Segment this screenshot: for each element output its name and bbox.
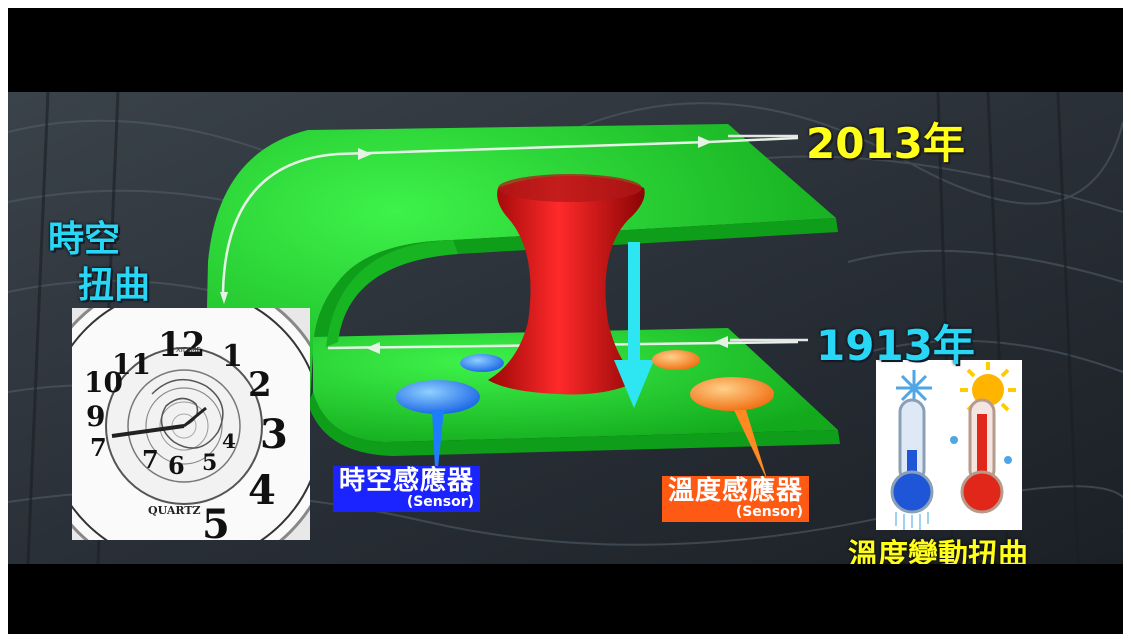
svg-text:2: 2: [248, 365, 272, 405]
lower-plate-edge: [308, 392, 840, 456]
year-1913-label: 1913年: [816, 321, 975, 370]
hot-thermometer-icon: [950, 398, 1012, 514]
path-arrowhead: [220, 292, 228, 304]
snowflake-icon: [896, 370, 932, 406]
svg-text:6: 6: [168, 451, 185, 480]
svg-text:12: 12: [158, 325, 205, 365]
sun-icon: [960, 362, 1016, 418]
svg-text:3: 3: [260, 411, 288, 458]
svg-text:10: 10: [84, 366, 123, 399]
temperature-change-distortion-label: 溫度變動扭曲: [848, 538, 1028, 564]
spacetime-sensor-label-main: 時空感應器: [339, 466, 475, 496]
svg-text:QUARTZ: QUARTZ: [148, 504, 201, 517]
temperature-sensor-label: 溫度感應器 (Sensor): [662, 476, 810, 522]
svg-text:7: 7: [90, 433, 107, 462]
svg-text:4: 4: [222, 429, 236, 453]
spacetime-distortion-line1: 時空: [48, 219, 121, 260]
temperature-sensor: [690, 377, 774, 411]
thermometers-image: [876, 360, 1022, 530]
svg-text:7: 7: [142, 445, 159, 474]
spacetime-distortion-line2: 扭曲: [78, 265, 151, 306]
spiral-clock-image: 12 1 2 3 4 5 11 10 9 7 7 6 5 4 XIDIME QU…: [72, 308, 310, 540]
temperature-sensor-small: [652, 350, 700, 370]
cold-thermometer-icon: [890, 398, 934, 530]
svg-text:9: 9: [86, 400, 105, 433]
scene: 12 1 2 3 4 5 11 10 9 7 7 6 5 4 XIDIME QU…: [8, 92, 1123, 564]
temperature-sensor-label-sub: (Sensor): [735, 504, 804, 521]
spacetime-sensor-label: 時空感應器 (Sensor): [333, 466, 481, 512]
sensor-pointer-orange: [734, 410, 768, 482]
svg-text:11: 11: [112, 348, 151, 381]
upper-plate: [206, 124, 836, 414]
spacetime-sensor: [396, 380, 480, 414]
spacetime-sensor-small: [460, 354, 504, 372]
svg-text:1: 1: [222, 339, 243, 374]
time-arrow-head: [614, 360, 654, 408]
svg-text:4: 4: [248, 467, 276, 514]
spacetime-sensor-label-sub: (Sensor): [406, 494, 475, 511]
time-arrow: [628, 242, 640, 362]
svg-text:XIDIME: XIDIME: [176, 346, 201, 354]
spacetime-plate: [206, 124, 840, 487]
wormhole: [488, 176, 645, 395]
svg-text:5: 5: [202, 450, 217, 476]
svg-text:5: 5: [202, 501, 230, 540]
temperature-sensor-label-main: 溫度感應器: [668, 476, 804, 506]
year-2013-label: 2013年: [806, 119, 965, 168]
